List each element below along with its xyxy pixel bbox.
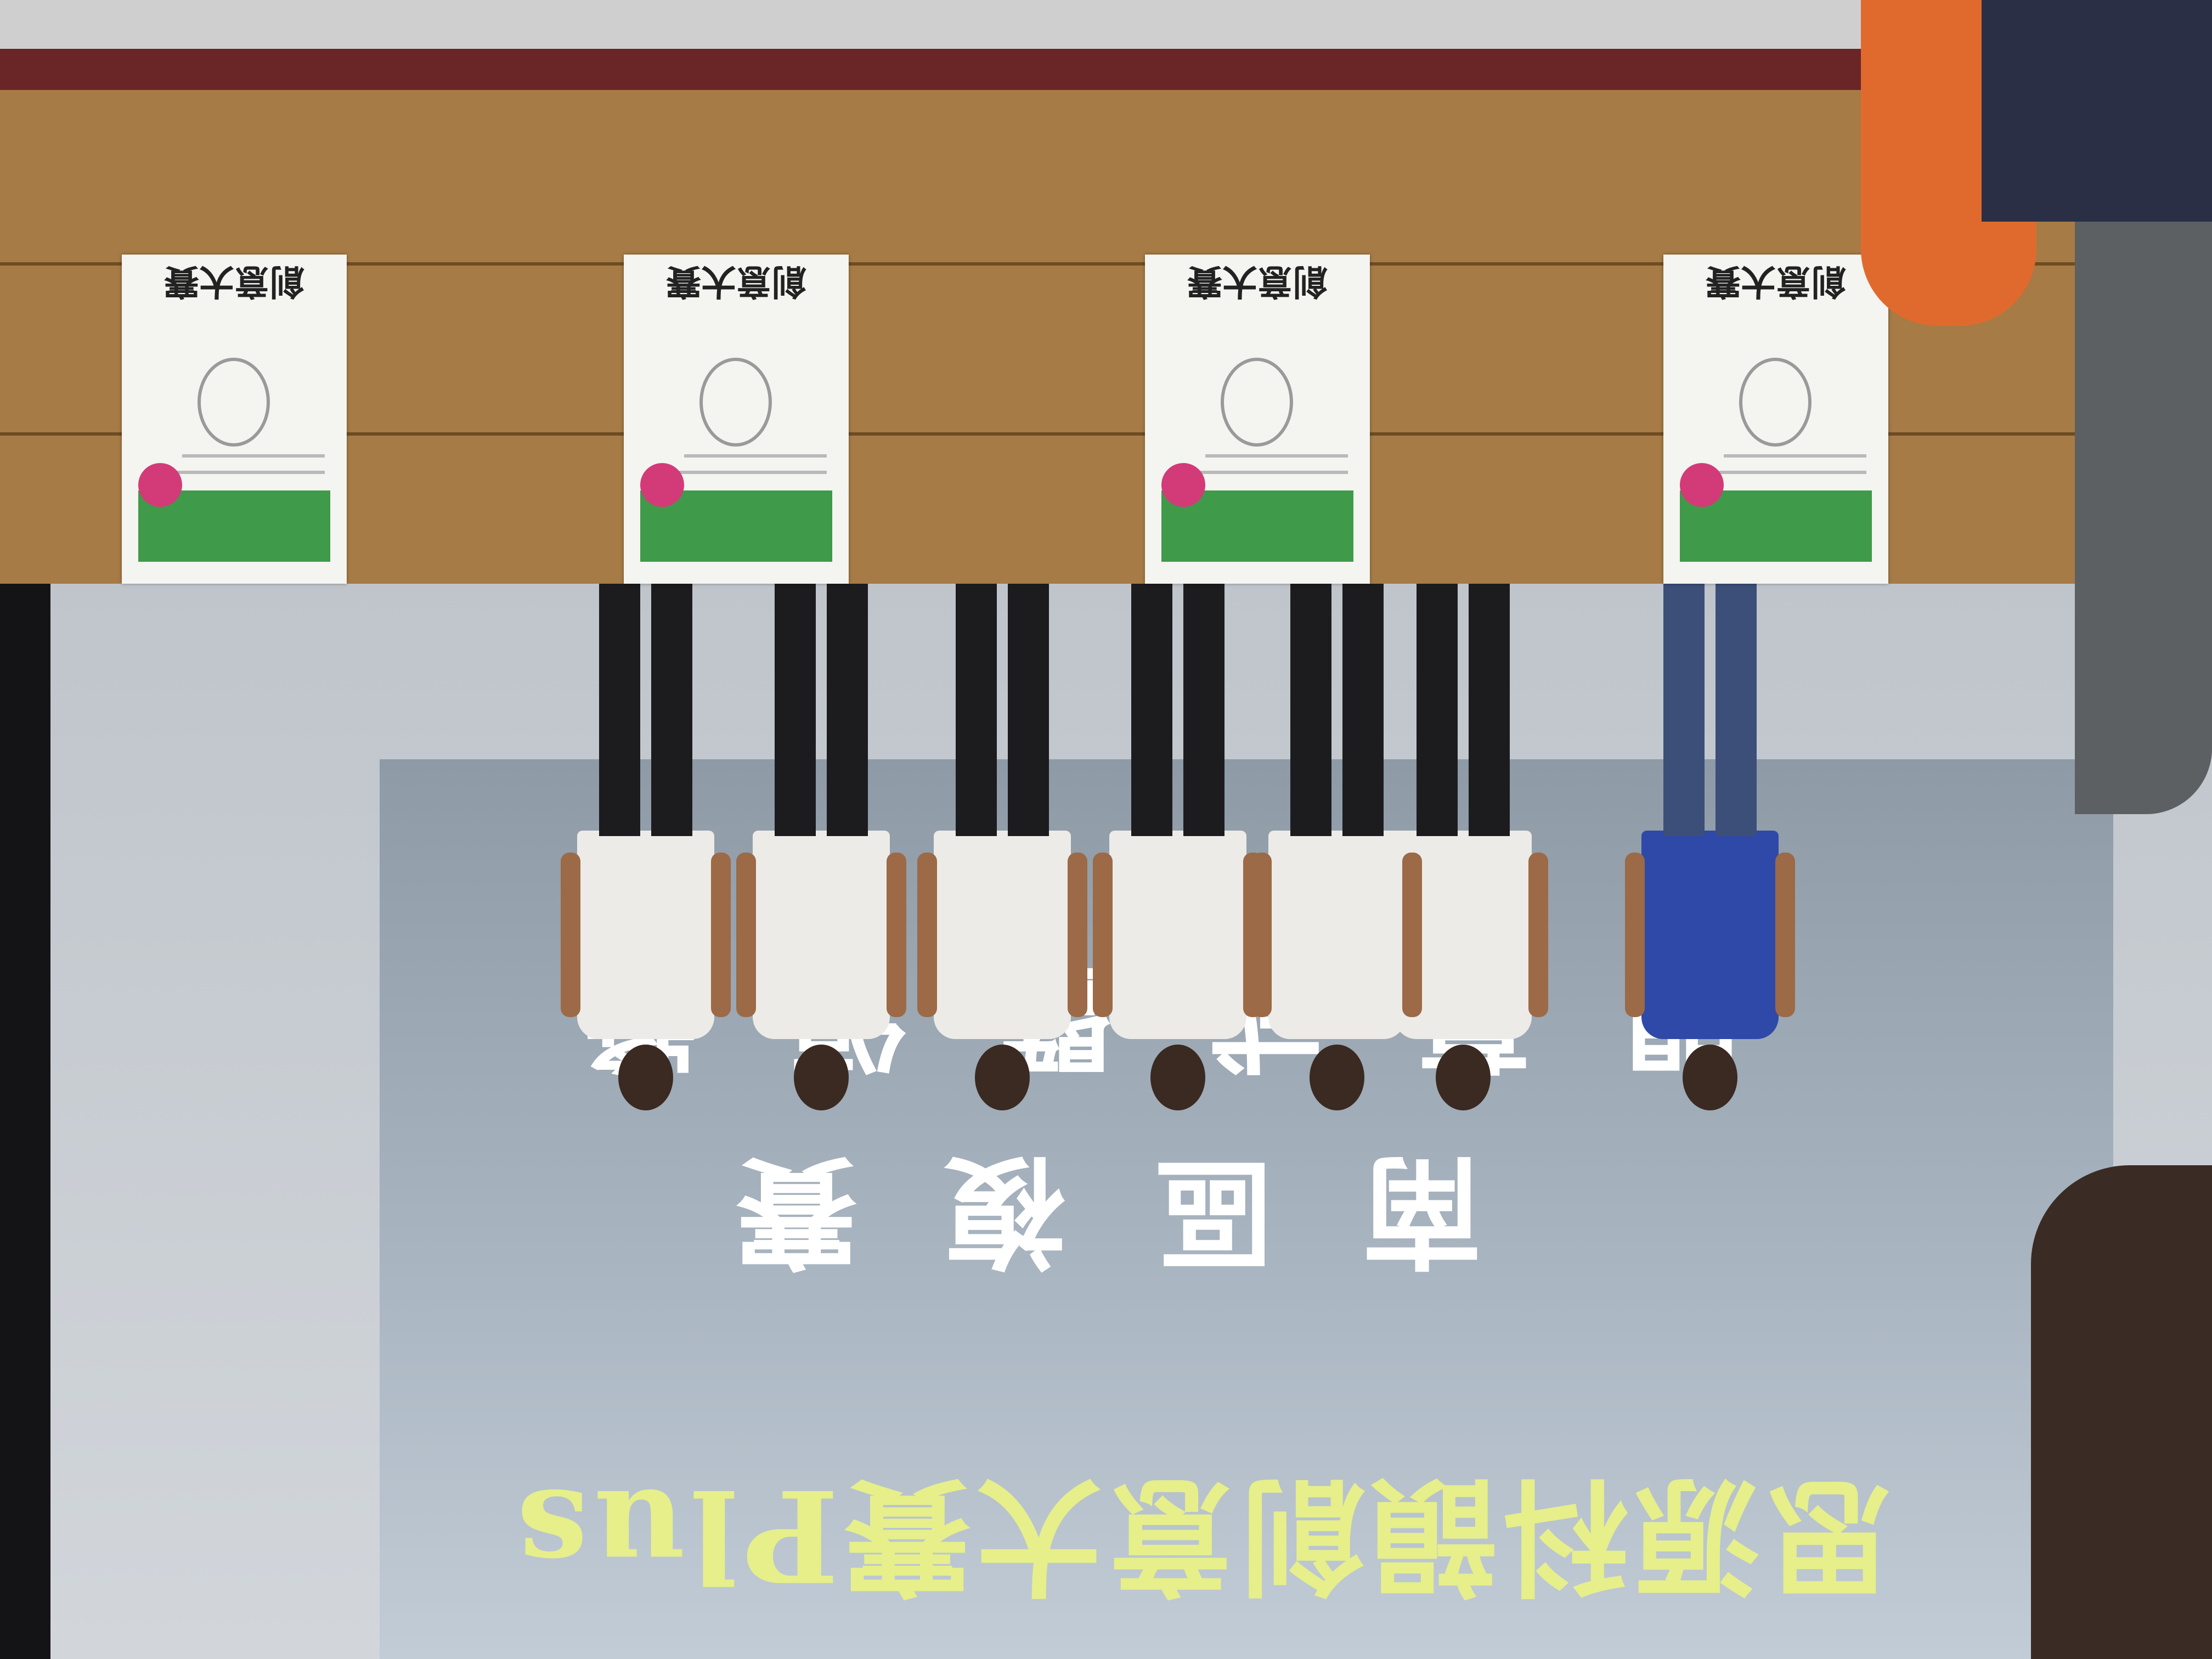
person-shirt: [1641, 831, 1779, 1039]
poster: 創意大賽: [122, 255, 347, 584]
event-title: 思源科韻創意大賽Plus: [511, 1461, 1893, 1609]
audience-navy: [1982, 0, 2212, 222]
poster: 創意大賽: [1145, 255, 1370, 584]
poster-pink-badge: [1680, 463, 1724, 507]
lightbulb-icon: [198, 358, 270, 447]
person-head: [618, 1045, 673, 1110]
person-head: [1310, 1045, 1364, 1110]
person: [1087, 584, 1268, 1110]
poster-title: 創意大賽: [666, 261, 806, 302]
person-shirt: [1109, 831, 1246, 1039]
lightbulb-icon: [1221, 358, 1293, 447]
person-shirt: [934, 831, 1071, 1039]
person-shirt: [753, 831, 890, 1039]
audience-left-top: [2031, 1165, 2212, 1659]
poster: 創意大賽: [624, 255, 849, 584]
poster-title: 創意大賽: [1187, 261, 1328, 302]
person-head: [1436, 1045, 1491, 1110]
person: [555, 584, 736, 1110]
person: [912, 584, 1093, 1110]
person: [1620, 584, 1801, 1110]
person-head: [1150, 1045, 1205, 1110]
poster-pink-badge: [1161, 463, 1205, 507]
screen-line-1: 南區複賽: [648, 1140, 1482, 1282]
person-head: [1683, 1045, 1737, 1110]
person: [1246, 584, 1427, 1110]
poster-title: 創意大賽: [164, 261, 304, 302]
poster-pink-badge: [138, 463, 182, 507]
poster: 創意大賽: [1663, 255, 1888, 584]
lightbulb-icon: [699, 358, 772, 447]
person-head: [794, 1045, 849, 1110]
person-head: [975, 1045, 1030, 1110]
dark-edge: [0, 584, 50, 1659]
poster-pink-badge: [640, 463, 684, 507]
poster-title: 創意大賽: [1706, 261, 1846, 302]
person-shirt: [577, 831, 714, 1039]
person-shirt: [1268, 831, 1406, 1039]
person: [731, 584, 912, 1110]
lightbulb-icon: [1739, 358, 1812, 447]
